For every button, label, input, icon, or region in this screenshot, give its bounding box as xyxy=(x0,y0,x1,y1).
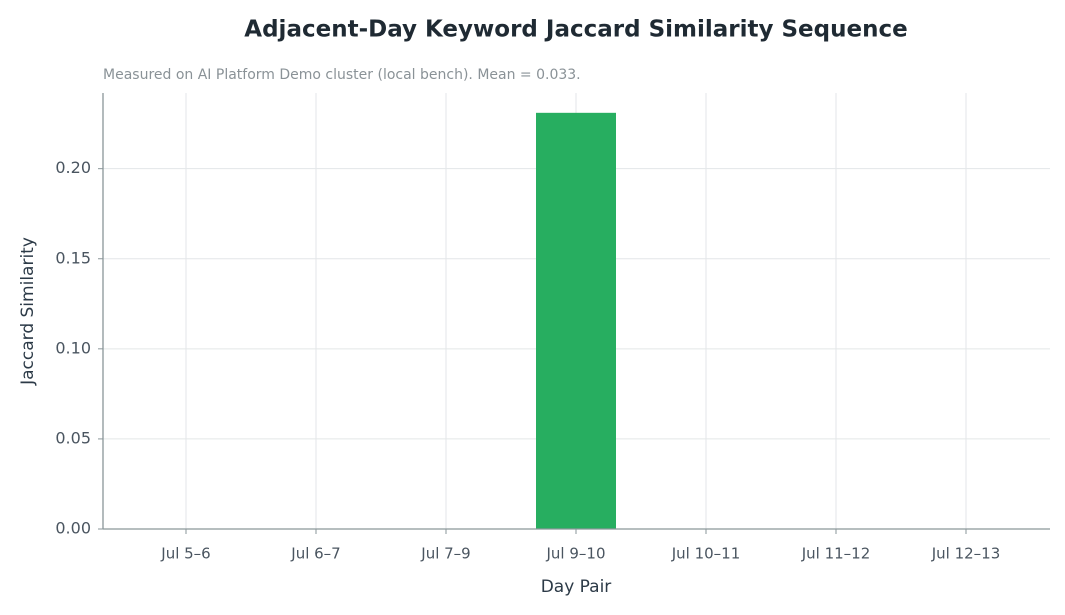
x-tick-label: Jul 11–12 xyxy=(801,545,871,563)
x-tick-label: Jul 9–10 xyxy=(546,545,606,563)
marks xyxy=(536,112,616,530)
x-tick-label: Jul 7–9 xyxy=(420,545,470,563)
x-tick-label: Jul 12–13 xyxy=(931,545,1001,563)
chart-subtitle: Measured on AI Platform Demo cluster (lo… xyxy=(103,67,581,83)
x-axis-label: Day Pair xyxy=(541,577,612,597)
chart-title: Adjacent-Day Keyword Jaccard Similarity … xyxy=(244,17,907,43)
x-tick-label: Jul 5–6 xyxy=(160,545,210,563)
y-tick-label: 0.15 xyxy=(55,248,91,267)
x-tick-label: Jul 6–7 xyxy=(290,545,340,563)
y-axis-label: Jaccard Similarity xyxy=(18,237,38,386)
bar xyxy=(536,112,616,530)
y-tick-label: 0.10 xyxy=(55,338,91,357)
y-tick-label: 0.20 xyxy=(55,158,91,177)
y-tick-label: 0.00 xyxy=(55,519,91,538)
x-tick-label: Jul 10–11 xyxy=(671,545,741,563)
y-tick-label: 0.05 xyxy=(55,428,91,447)
